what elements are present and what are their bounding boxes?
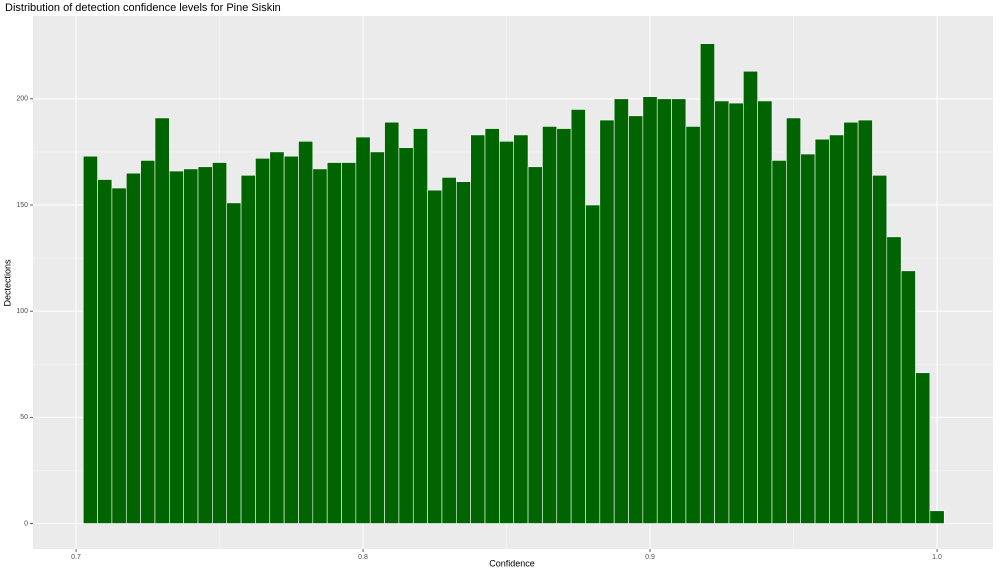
- bars: [82, 43, 945, 524]
- bar: [814, 138, 830, 524]
- bar: [613, 98, 629, 524]
- bar: [125, 172, 141, 524]
- x-tick-label: 1.0: [932, 554, 942, 561]
- bar: [255, 157, 271, 524]
- bar: [154, 117, 170, 524]
- bar: [398, 147, 414, 524]
- bar: [786, 117, 802, 524]
- bar: [513, 134, 529, 524]
- bar: [183, 168, 199, 524]
- bar: [140, 160, 156, 524]
- bar: [829, 134, 845, 524]
- bar: [556, 128, 572, 524]
- bar: [441, 177, 457, 524]
- x-tick-label: 0.8: [358, 554, 368, 561]
- bar: [197, 166, 213, 524]
- bar: [499, 140, 515, 524]
- x-tick-label: 0.9: [645, 554, 655, 561]
- y-tick-label: 100: [16, 308, 28, 315]
- bar: [599, 119, 615, 524]
- bar: [384, 121, 400, 524]
- bar: [427, 189, 443, 524]
- bar: [656, 98, 672, 524]
- bar: [369, 151, 385, 524]
- y-tick-label: 50: [20, 414, 28, 421]
- bar: [929, 510, 945, 524]
- x-tick-label: 0.7: [71, 554, 81, 561]
- bar: [757, 100, 773, 524]
- bar: [111, 187, 127, 524]
- bar: [527, 166, 543, 524]
- bar: [714, 100, 730, 524]
- bar: [872, 174, 888, 524]
- bar: [743, 70, 758, 524]
- bar: [269, 151, 285, 524]
- bar: [470, 134, 486, 524]
- bar: [484, 128, 500, 524]
- bar: [800, 153, 816, 524]
- bar: [283, 155, 299, 524]
- bar: [699, 43, 715, 524]
- bar: [298, 140, 314, 524]
- y-tick-label: 200: [16, 96, 28, 103]
- bar: [312, 168, 328, 524]
- bar: [412, 128, 428, 524]
- bar: [341, 162, 357, 524]
- bar: [226, 202, 242, 524]
- bar: [671, 98, 687, 524]
- y-tick-label: 0: [24, 520, 28, 527]
- bar: [642, 96, 658, 524]
- bar: [843, 121, 859, 524]
- bar: [82, 155, 98, 524]
- bar: [456, 181, 471, 524]
- x-axis-label: Confidence: [489, 558, 535, 568]
- bar: [355, 136, 371, 524]
- bar: [886, 236, 902, 524]
- bar: [771, 160, 787, 524]
- chart-title: Distribution of detection confidence lev…: [5, 2, 281, 14]
- bar: [169, 170, 184, 524]
- bar: [240, 174, 256, 524]
- bar: [542, 126, 558, 524]
- bar: [212, 162, 228, 524]
- bar: [628, 115, 644, 524]
- y-axis-label: Dectections: [2, 259, 12, 307]
- bar: [585, 204, 601, 524]
- bar: [900, 270, 916, 524]
- bar: [570, 109, 586, 524]
- bar: [915, 372, 931, 524]
- y-tick-label: 150: [16, 202, 28, 209]
- bar: [857, 119, 873, 524]
- bar: [728, 102, 744, 524]
- bar: [97, 179, 113, 524]
- bar: [326, 162, 342, 524]
- bar: [685, 126, 701, 524]
